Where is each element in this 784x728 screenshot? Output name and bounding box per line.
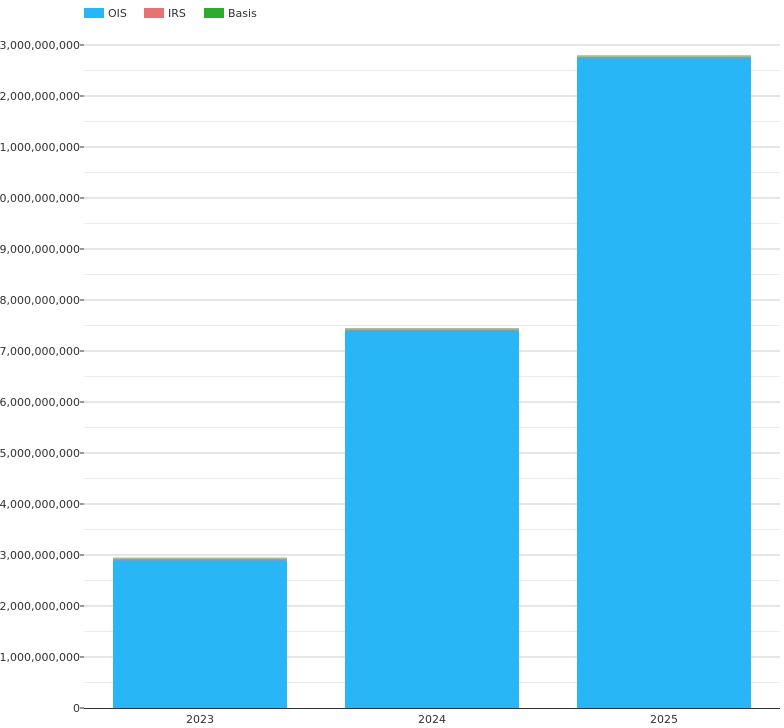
x-tick-label: 2024 [418, 713, 446, 726]
bar-ois-2025[interactable] [577, 57, 751, 708]
y-tick-label: 1,000,000,000 [0, 651, 80, 664]
legend-swatch-ois[interactable] [84, 8, 104, 18]
legend-label-basis[interactable]: Basis [228, 7, 257, 20]
bar-top-edge-2024 [345, 328, 519, 330]
x-tick-label: 2025 [650, 713, 678, 726]
x-axis: 2023 2024 2025 [84, 708, 780, 726]
y-tick-label: 2,000,000,000 [0, 600, 80, 613]
y-tick-label: 5,000,000,000 [0, 447, 80, 460]
bar-ois-2023[interactable] [113, 560, 287, 708]
legend-label-irs[interactable]: IRS [168, 7, 186, 20]
legend: OIS IRS Basis [84, 7, 257, 20]
y-tick-label: 12,000,000,000 [0, 90, 80, 103]
y-tick-label: 4,000,000,000 [0, 498, 80, 511]
bar-irs-2024[interactable] [345, 329, 519, 332]
bars [113, 55, 751, 708]
y-tick-label: 11,000,000,000 [0, 141, 80, 154]
x-tick-label: 2023 [186, 713, 214, 726]
bar-irs-2025[interactable] [577, 56, 751, 59]
y-tick-label: 13,000,000,000 [0, 39, 80, 52]
legend-swatch-basis[interactable] [204, 8, 224, 18]
y-tick-label: 0 [73, 702, 80, 715]
y-tick-label: 10,000,000,000 [0, 192, 80, 205]
y-tick-label: 7,000,000,000 [0, 345, 80, 358]
bar-ois-2024[interactable] [345, 330, 519, 708]
y-tick-label: 6,000,000,000 [0, 396, 80, 409]
bar-basis-2023[interactable] [113, 558, 287, 561]
bar-top-edge-2025 [577, 55, 751, 57]
y-tick-label: 9,000,000,000 [0, 243, 80, 256]
legend-label-ois[interactable]: OIS [108, 7, 127, 20]
bar-basis-2025[interactable] [577, 56, 751, 58]
y-axis: 0 1,000,000,000 2,000,000,000 3,000,000,000… [0, 39, 84, 715]
bar-basis-2024[interactable] [345, 329, 519, 331]
y-tick-label: 8,000,000,000 [0, 294, 80, 307]
legend-swatch-irs[interactable] [144, 8, 164, 18]
bar-top-edge-2023 [113, 557, 287, 560]
bar-irs-2023[interactable] [113, 559, 287, 561]
y-tick-label: 3,000,000,000 [0, 549, 80, 562]
